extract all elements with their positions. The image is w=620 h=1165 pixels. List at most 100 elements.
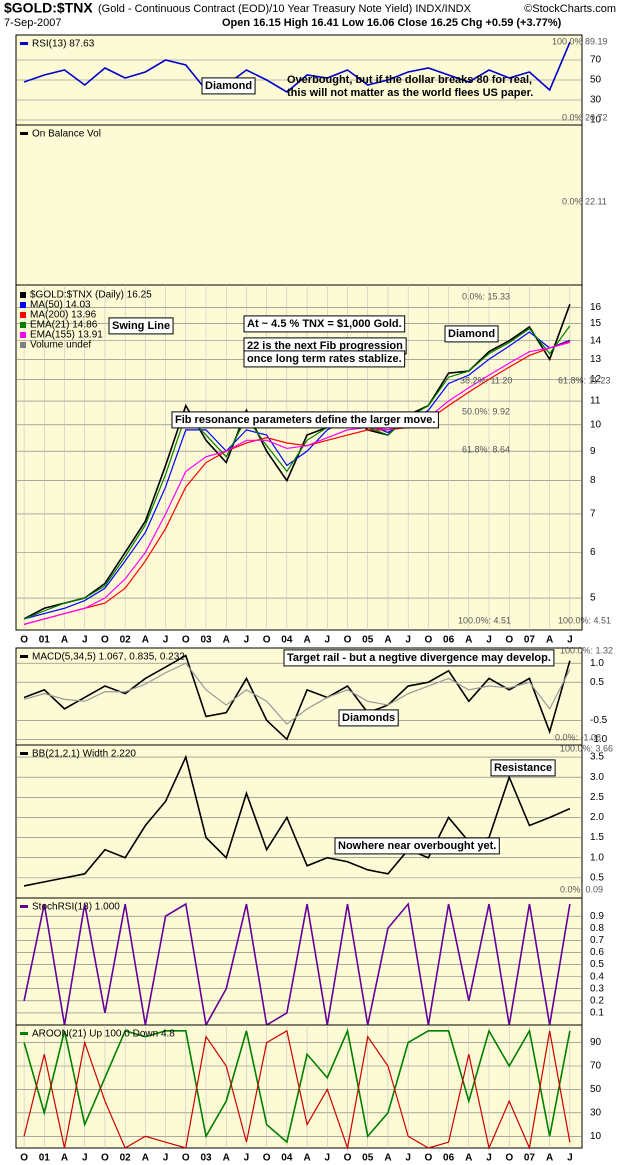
series-line xyxy=(23,662,571,725)
x-tick-label: A xyxy=(303,635,310,646)
x-tick-label: O xyxy=(263,635,271,646)
title-swatch xyxy=(20,1032,28,1035)
x-tick-label: 05 xyxy=(362,635,374,646)
x-tick-label: J xyxy=(244,635,250,646)
symbol: $GOLD:$TNX xyxy=(4,0,93,16)
date: 7-Sep-2007 xyxy=(4,17,62,29)
x-tick-label: A xyxy=(546,635,553,646)
x-tick-label: O xyxy=(424,1153,432,1164)
y-tick-label: 8 xyxy=(590,475,596,486)
x-tick-label: 01 xyxy=(39,1153,51,1164)
y-tick-label: 3.5 xyxy=(590,752,604,763)
x-tick-label: J xyxy=(244,1153,250,1164)
y-tick-label: 0.9 xyxy=(590,911,604,922)
legend-swatch xyxy=(20,342,26,348)
annotation-box xyxy=(334,837,500,855)
panel-title: StochRSI(13) 1.000 xyxy=(32,902,120,913)
annotation-box xyxy=(171,411,439,429)
x-tick-label: J xyxy=(325,635,331,646)
series-line xyxy=(23,1029,571,1151)
y-tick-label: 0.5 xyxy=(590,677,604,688)
y-tick-label: -0.5 xyxy=(590,715,608,726)
x-tick-label: 01 xyxy=(39,635,51,646)
panel-title: MACD(5,34,5) 1.067, 0.835, 0.232 xyxy=(32,652,185,663)
annotation: Diamonds xyxy=(342,712,395,724)
series-line xyxy=(23,341,571,625)
legend-swatch xyxy=(20,312,26,318)
annotation: 100.0%: 1.32 xyxy=(560,645,613,655)
panel-title: On Balance Vol xyxy=(32,129,101,140)
y-tick-label: 3.0 xyxy=(590,772,604,783)
x-tick-label: A xyxy=(384,1153,391,1164)
y-tick-label: 1.0 xyxy=(590,852,604,863)
y-tick-label: 1.5 xyxy=(590,832,604,843)
quote: Open 16.15 High 16.41 Low 16.06 Close 16… xyxy=(222,17,562,29)
legend-label: $GOLD:$TNX (Daily) 16.25 xyxy=(30,290,152,301)
y-tick-label: 10 xyxy=(590,419,602,430)
title-swatch xyxy=(20,905,28,908)
y-tick-label: 16 xyxy=(590,302,602,313)
y-tick-label: 10 xyxy=(590,1131,602,1142)
annotation: 0.0%: -1.08 xyxy=(555,732,601,742)
x-tick-label: 05 xyxy=(362,1153,374,1164)
annotation: 100.0% 89.19 xyxy=(552,36,608,46)
x-tick-label: O xyxy=(182,635,190,646)
y-tick-label: 1.0 xyxy=(590,658,604,669)
y-tick-label: 50 xyxy=(590,75,602,86)
y-tick-label: 0.2 xyxy=(590,995,604,1006)
y-tick-label: 10 xyxy=(590,115,602,126)
x-tick-label: O xyxy=(344,1153,352,1164)
annotation-box xyxy=(108,317,174,335)
legend-label: EMA(155) 13.91 xyxy=(30,330,103,341)
annotation: once long term rates stablize. xyxy=(247,353,402,365)
x-tick-label: 03 xyxy=(200,635,212,646)
y-tick-label: -1.0 xyxy=(590,734,608,745)
series-line xyxy=(23,331,571,620)
x-tick-label: J xyxy=(567,1153,573,1164)
x-tick-label: 04 xyxy=(281,635,293,646)
panel-title: BB(21,2.1) Width 2.220 xyxy=(32,749,136,760)
y-tick-label: 7 xyxy=(590,509,596,520)
legend-swatch xyxy=(20,292,26,298)
x-tick-label: J xyxy=(405,635,411,646)
x-tick-label: A xyxy=(546,1153,553,1164)
y-tick-label: 0.8 xyxy=(590,923,604,934)
x-tick-label: J xyxy=(405,1153,411,1164)
x-tick-label: A xyxy=(223,1153,230,1164)
annotation: 0.0%: 15.33 xyxy=(462,291,510,301)
title-swatch xyxy=(20,132,28,135)
y-tick-label: 30 xyxy=(590,95,602,106)
x-tick-label: 02 xyxy=(120,1153,132,1164)
title-swatch xyxy=(20,655,28,658)
y-tick-label: 70 xyxy=(590,1061,602,1072)
x-tick-label: O xyxy=(424,635,432,646)
annotation-box xyxy=(490,759,556,777)
x-tick-label: 06 xyxy=(443,1153,455,1164)
legend-swatch xyxy=(20,332,26,338)
x-tick-label: J xyxy=(163,1153,169,1164)
x-tick-label: J xyxy=(82,1153,88,1164)
series-line xyxy=(23,340,571,625)
x-tick-label: O xyxy=(505,1153,513,1164)
annotation-box xyxy=(201,77,256,95)
annotation-box xyxy=(444,325,499,343)
annotation: Target rail - but a negtive divergence m… xyxy=(287,652,551,664)
x-tick-label: J xyxy=(163,635,169,646)
legend-label: Volume undef xyxy=(30,340,91,351)
series-line xyxy=(23,1028,571,1144)
annotation: Fib resonance parameters define the larg… xyxy=(175,414,435,426)
y-tick-label: 0.7 xyxy=(590,935,604,946)
panel-title: AROON(21) Up 100.0 Down 4.8 xyxy=(32,1029,175,1040)
annotation: this will not matter as the world flees … xyxy=(287,87,533,99)
x-tick-label: J xyxy=(486,1153,492,1164)
annotation-box xyxy=(243,315,406,333)
title-swatch xyxy=(20,42,28,45)
y-tick-label: 14 xyxy=(590,335,602,346)
source: ©StockCharts.com xyxy=(524,3,616,15)
x-tick-label: O xyxy=(20,1153,28,1164)
legend-label: MA(200) 13.96 xyxy=(30,310,97,321)
x-tick-label: A xyxy=(61,1153,68,1164)
legend-label: EMA(21) 14.86 xyxy=(30,320,98,331)
annotation: Resistance xyxy=(494,762,552,774)
annotation: 50.0%: 9.92 xyxy=(462,406,510,416)
